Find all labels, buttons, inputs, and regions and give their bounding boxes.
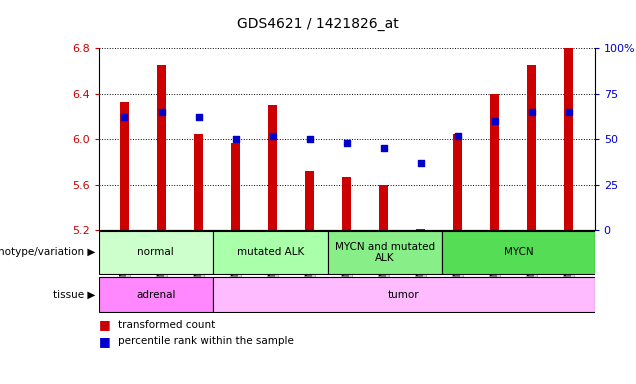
Point bbox=[120, 114, 130, 121]
Bar bbox=[453, 134, 462, 230]
Point bbox=[230, 136, 240, 142]
FancyBboxPatch shape bbox=[213, 277, 595, 312]
Point bbox=[453, 132, 463, 139]
Point bbox=[378, 145, 389, 151]
Point bbox=[490, 118, 500, 124]
Bar bbox=[157, 65, 166, 230]
Bar bbox=[120, 102, 129, 230]
Point bbox=[193, 114, 204, 121]
Point bbox=[527, 109, 537, 115]
Point bbox=[305, 136, 315, 142]
Bar bbox=[564, 48, 574, 230]
Bar bbox=[527, 65, 536, 230]
Text: GDS4621 / 1421826_at: GDS4621 / 1421826_at bbox=[237, 17, 399, 31]
Text: genotype/variation ▶: genotype/variation ▶ bbox=[0, 247, 95, 258]
Text: MYCN: MYCN bbox=[504, 247, 533, 258]
FancyBboxPatch shape bbox=[328, 231, 442, 274]
Text: adrenal: adrenal bbox=[136, 290, 176, 300]
Text: MYCN and mutated
ALK: MYCN and mutated ALK bbox=[335, 242, 435, 263]
FancyBboxPatch shape bbox=[99, 277, 213, 312]
Bar bbox=[379, 185, 388, 230]
Text: ■: ■ bbox=[99, 318, 110, 331]
Text: tumor: tumor bbox=[388, 290, 420, 300]
FancyBboxPatch shape bbox=[213, 231, 328, 274]
Bar bbox=[305, 171, 314, 230]
Point bbox=[156, 109, 167, 115]
Bar bbox=[490, 94, 499, 230]
Text: mutated ALK: mutated ALK bbox=[237, 247, 304, 258]
Point bbox=[563, 109, 574, 115]
Text: tissue ▶: tissue ▶ bbox=[53, 290, 95, 300]
Text: normal: normal bbox=[137, 247, 174, 258]
FancyBboxPatch shape bbox=[99, 231, 213, 274]
FancyBboxPatch shape bbox=[442, 231, 595, 274]
Point bbox=[268, 132, 278, 139]
Point bbox=[342, 140, 352, 146]
Bar bbox=[342, 177, 351, 230]
Bar bbox=[231, 142, 240, 230]
Point bbox=[415, 160, 425, 166]
Text: transformed count: transformed count bbox=[118, 320, 215, 330]
Text: ■: ■ bbox=[99, 335, 110, 348]
Bar bbox=[268, 105, 277, 230]
Text: percentile rank within the sample: percentile rank within the sample bbox=[118, 336, 294, 346]
Bar bbox=[416, 229, 425, 230]
Bar bbox=[194, 134, 203, 230]
